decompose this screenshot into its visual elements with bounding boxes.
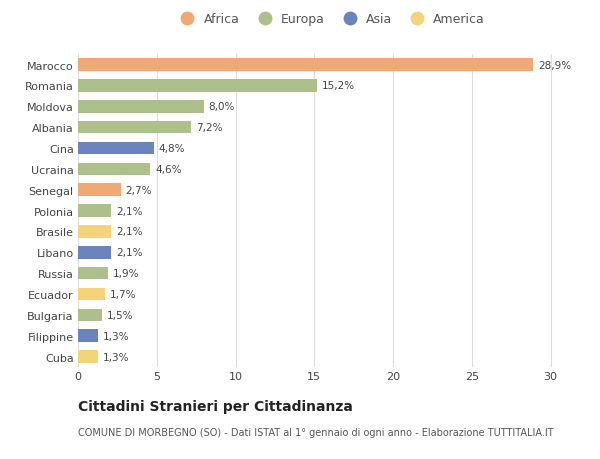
Bar: [78, 226, 111, 238]
Bar: [78, 288, 105, 301]
Bar: [78, 80, 317, 93]
Text: 2,1%: 2,1%: [116, 227, 142, 237]
Text: 1,9%: 1,9%: [113, 269, 139, 279]
Text: 1,7%: 1,7%: [110, 289, 136, 299]
Bar: [78, 205, 111, 218]
Bar: [78, 101, 204, 113]
Text: 7,2%: 7,2%: [196, 123, 223, 133]
Bar: [78, 142, 154, 155]
Text: 2,7%: 2,7%: [125, 185, 152, 196]
Text: 1,3%: 1,3%: [103, 352, 130, 362]
Text: 2,1%: 2,1%: [116, 206, 142, 216]
Bar: [78, 59, 533, 72]
Text: 1,3%: 1,3%: [103, 331, 130, 341]
Text: 8,0%: 8,0%: [209, 102, 235, 112]
Bar: [78, 267, 108, 280]
Text: COMUNE DI MORBEGNO (SO) - Dati ISTAT al 1° gennaio di ogni anno - Elaborazione T: COMUNE DI MORBEGNO (SO) - Dati ISTAT al …: [78, 427, 554, 437]
Text: 28,9%: 28,9%: [538, 61, 571, 71]
Bar: [78, 163, 151, 176]
Bar: [78, 330, 98, 342]
Bar: [78, 351, 98, 363]
Text: 2,1%: 2,1%: [116, 248, 142, 258]
Text: 15,2%: 15,2%: [322, 81, 355, 91]
Text: 4,6%: 4,6%: [155, 164, 182, 174]
Bar: [78, 184, 121, 196]
Legend: Africa, Europa, Asia, America: Africa, Europa, Asia, America: [170, 8, 490, 31]
Text: 4,8%: 4,8%: [158, 144, 185, 154]
Text: Cittadini Stranieri per Cittadinanza: Cittadini Stranieri per Cittadinanza: [78, 399, 353, 413]
Bar: [78, 246, 111, 259]
Text: 1,5%: 1,5%: [106, 310, 133, 320]
Bar: [78, 122, 191, 134]
Bar: [78, 309, 101, 321]
